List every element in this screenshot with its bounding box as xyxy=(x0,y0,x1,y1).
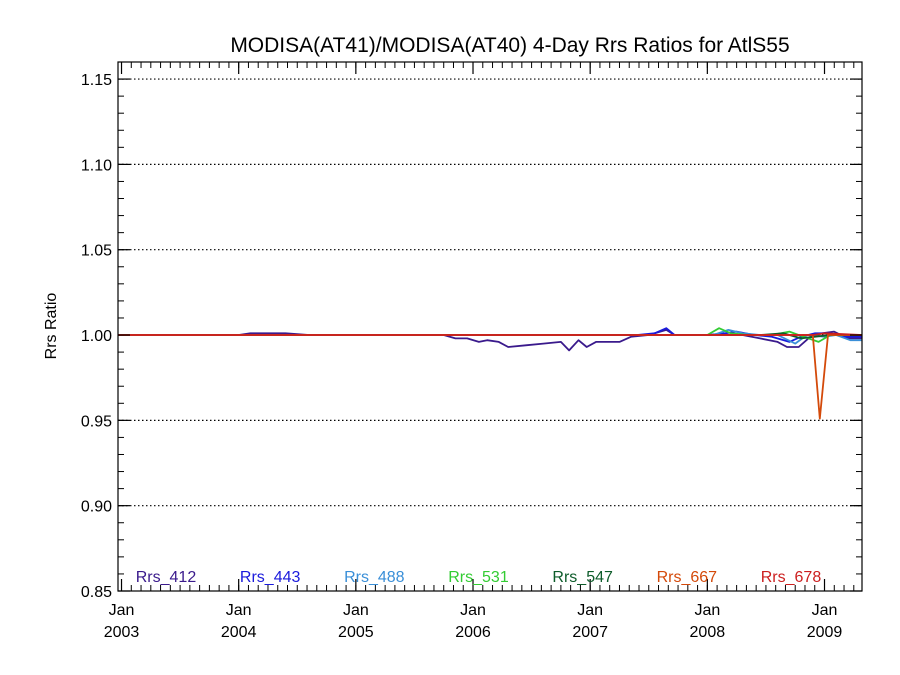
series-layer xyxy=(118,327,863,420)
y-tick-label: 1.15 xyxy=(81,72,112,89)
x-tick-label-year: 2004 xyxy=(221,624,257,641)
series-line-rrs_412 xyxy=(118,329,862,352)
y-tick-label: 0.90 xyxy=(81,499,112,516)
legend-item-rrs_488: Rrs_488 xyxy=(344,569,405,586)
plot-frame xyxy=(117,61,863,592)
grid-layer xyxy=(118,78,862,507)
y-tick-label: 1.05 xyxy=(81,243,112,260)
x-tick-label-month: Jan xyxy=(460,602,486,619)
x-tick-label-year: 2005 xyxy=(338,624,374,641)
legend-layer: Rrs_412 Rrs_443 Rrs_488 Rrs_531 Rrs_547 Rrs_6… xyxy=(136,569,822,586)
y-axis-label: Rrs Ratio xyxy=(43,293,60,360)
x-tick-label-month: Jan xyxy=(109,602,135,619)
y-tick-label: 1.10 xyxy=(81,157,112,174)
x-tick-label-month: Jan xyxy=(343,602,369,619)
legend-item-rrs_667: Rrs_667 xyxy=(657,569,718,586)
legend-item-rrs_531: Rrs_531 xyxy=(448,569,509,586)
x-tick-label-year: 2003 xyxy=(104,624,140,641)
x-tick-label-month: Jan xyxy=(694,602,720,619)
x-tick-label-month: Jan xyxy=(812,602,838,619)
legend-item-rrs_678: Rrs_678 xyxy=(761,569,822,586)
series-line-rrs_667 xyxy=(118,334,862,420)
legend-item-rrs_443: Rrs_443 xyxy=(240,569,301,586)
legend-item-rrs_547: Rrs_547 xyxy=(552,569,613,586)
chart-title: MODISA(AT41)/MODISA(AT40) 4-Day Rrs Rati… xyxy=(230,34,789,57)
x-tick-label-year: 2008 xyxy=(690,624,726,641)
x-tick-label-year: 2007 xyxy=(572,624,608,641)
y-tick-label: 0.85 xyxy=(81,584,112,601)
x-tick-label-year: 2009 xyxy=(807,624,843,641)
series-line-rrs_678 xyxy=(118,332,863,336)
legend-item-rrs_412: Rrs_412 xyxy=(136,569,197,586)
y-tick-label: 1.00 xyxy=(81,328,112,345)
x-tick-label-month: Jan xyxy=(226,602,252,619)
axis-layer: 0.85 0.90 0.95 1.00 1.05 1.10 1.15 Jan 2003 Jan 20… xyxy=(81,61,863,641)
x-tick-label-month: Jan xyxy=(577,602,603,619)
y-tick-label: 0.95 xyxy=(81,413,112,430)
x-tick-label-year: 2006 xyxy=(455,624,491,641)
